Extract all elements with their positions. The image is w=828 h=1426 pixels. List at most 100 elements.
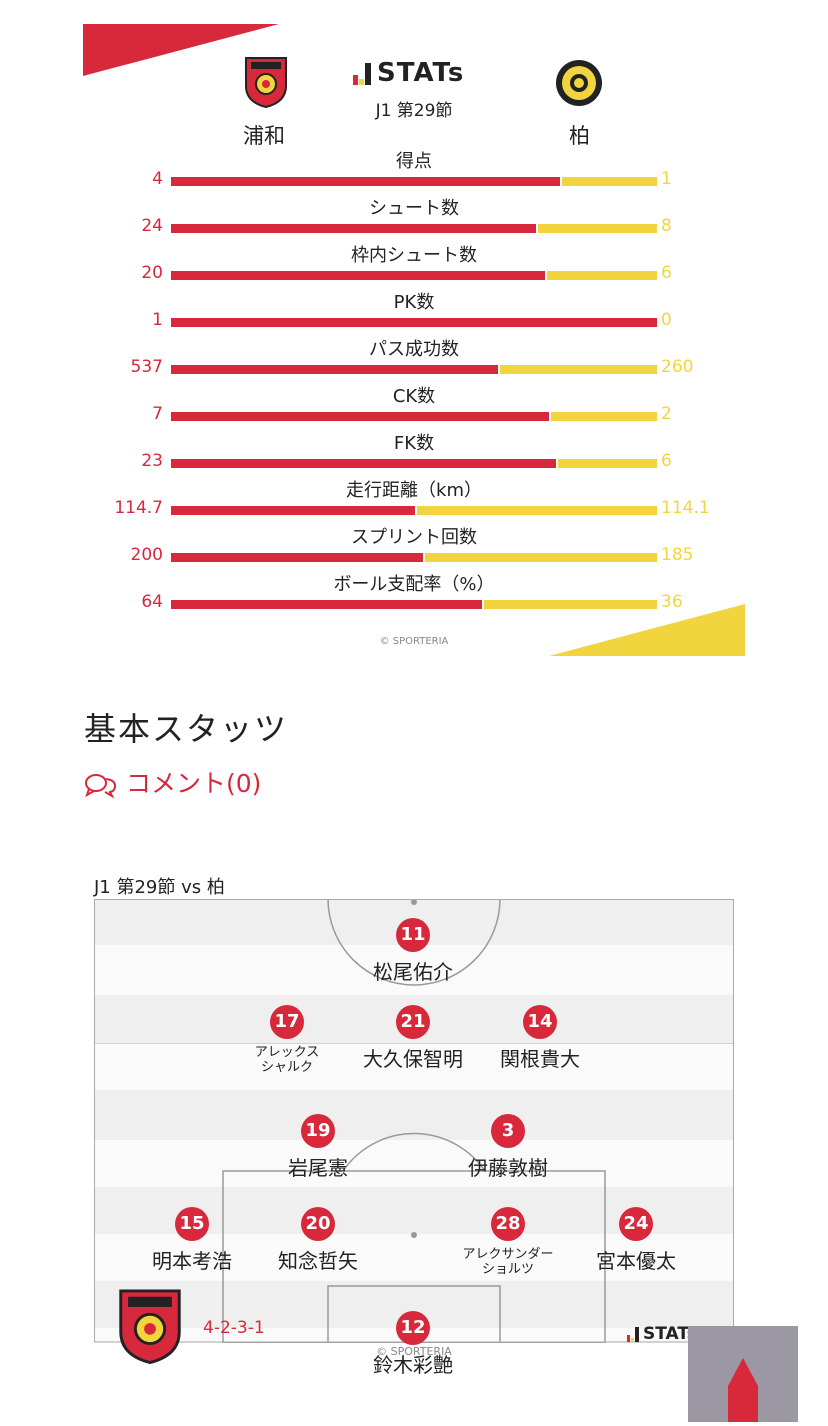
home-bar <box>171 177 560 186</box>
away-bar <box>425 553 657 562</box>
player-marker[interactable]: 12 鈴木彩艶 <box>333 1311 493 1378</box>
player-name: アレクサンダー ショルツ <box>462 1247 554 1277</box>
home-crest-icon <box>245 57 287 108</box>
away-value: 1 <box>661 169 672 189</box>
player-name: アレックス シャルク <box>254 1045 320 1075</box>
player-marker[interactable]: 21 大久保智明 <box>333 1005 493 1072</box>
stat-label: スプリント回数 <box>351 527 477 548</box>
player-marker[interactable]: 24 宮本優太 <box>556 1207 716 1274</box>
section-title: 基本スタッツ <box>84 710 289 748</box>
player-marker[interactable]: 11 松尾佑介 <box>333 918 493 985</box>
home-bar <box>171 412 549 421</box>
away-bar <box>538 224 657 233</box>
stats-brand: STATs <box>353 58 464 88</box>
player-number: 21 <box>396 1005 430 1039</box>
stat-label: FK数 <box>393 433 435 454</box>
player-number: 19 <box>301 1114 335 1148</box>
away-value: 8 <box>661 216 672 236</box>
player-marker[interactable]: 19 岩尾憲 <box>238 1114 398 1181</box>
away-bar <box>551 412 657 421</box>
home-value: 114.7 <box>114 498 163 518</box>
home-value: 7 <box>152 404 163 424</box>
stat-label: 走行距離（km） <box>346 480 482 501</box>
home-value: 64 <box>141 592 163 612</box>
player-marker[interactable]: 3 伊藤敦樹 <box>428 1114 588 1181</box>
pitch-bottom <box>94 1043 734 1343</box>
away-value: 0 <box>661 310 672 330</box>
away-value: 6 <box>661 263 672 283</box>
stat-row: 枠内シュート数 20 6 <box>83 241 745 287</box>
stat-row: スプリント回数 200 185 <box>83 523 745 569</box>
player-name: 鈴木彩艶 <box>373 1353 453 1377</box>
stat-bar <box>171 224 657 233</box>
player-marker[interactable]: 15 明本考浩 <box>112 1207 272 1274</box>
corner-red-decoration <box>83 24 279 76</box>
away-team-name: 柏 <box>569 124 590 148</box>
back-to-top-arrow-icon <box>728 1358 758 1422</box>
home-value: 20 <box>141 263 163 283</box>
stat-bar <box>171 553 657 562</box>
stat-label: 得点 <box>396 151 432 172</box>
home-value: 1 <box>152 310 163 330</box>
home-bar <box>171 271 545 280</box>
player-number: 15 <box>175 1207 209 1241</box>
match-label: J1 第29節 <box>375 101 453 121</box>
player-marker[interactable]: 17 アレックス シャルク <box>207 1005 367 1075</box>
stat-label: CK数 <box>392 386 436 407</box>
away-value: 260 <box>661 357 694 377</box>
stats-card: STATs J1 第29節 浦和 柏 得点 4 1 シュート数 24 8 枠内シュート数 20… <box>83 24 745 656</box>
stat-label: シュート数 <box>369 198 459 219</box>
away-bar <box>484 600 657 609</box>
stat-bar <box>171 506 657 515</box>
home-bar <box>171 600 482 609</box>
stat-label: ボール支配率（%） <box>333 574 495 595</box>
away-value: 185 <box>661 545 694 565</box>
stat-bar <box>171 600 657 609</box>
stat-label: 枠内シュート数 <box>351 245 477 266</box>
stat-row: ボール支配率（%） 64 36 <box>83 570 745 616</box>
home-bar <box>171 459 556 468</box>
player-number: 24 <box>619 1207 653 1241</box>
player-name: 伊藤敦樹 <box>468 1156 548 1180</box>
stat-label: PK数 <box>393 292 435 313</box>
home-value: 24 <box>141 216 163 236</box>
lineup-crest-icon <box>119 1289 181 1364</box>
stat-bar <box>171 459 657 468</box>
home-bar <box>171 224 536 233</box>
stat-label: パス成功数 <box>369 339 459 360</box>
player-name: 宮本優太 <box>596 1249 676 1273</box>
away-bar <box>558 459 657 468</box>
stat-bar <box>171 412 657 421</box>
stat-bar <box>171 271 657 280</box>
away-bar <box>547 271 657 280</box>
comment-link[interactable]: コメント(0) <box>84 764 261 800</box>
stat-row: PK数 1 0 <box>83 288 745 334</box>
player-marker[interactable]: 28 アレクサンダー ショルツ <box>428 1207 588 1277</box>
home-value: 200 <box>130 545 163 565</box>
home-value: 4 <box>152 169 163 189</box>
player-name: 知念哲矢 <box>278 1249 358 1273</box>
stat-bar <box>171 365 657 374</box>
formation-label: 4-2-3-1 <box>203 1318 265 1338</box>
player-marker[interactable]: 14 関根貴大 <box>460 1005 620 1072</box>
stat-row: FK数 23 6 <box>83 429 745 475</box>
player-number: 14 <box>523 1005 557 1039</box>
away-value: 2 <box>661 404 672 424</box>
player-number: 12 <box>396 1311 430 1345</box>
corner-yellow-decoration <box>549 604 745 656</box>
stat-row: 得点 4 1 <box>83 147 745 193</box>
player-name: 松尾佑介 <box>373 960 453 984</box>
home-team-name: 浦和 <box>243 124 285 148</box>
away-bar <box>562 177 657 186</box>
home-value: 23 <box>141 451 163 471</box>
player-marker[interactable]: 20 知念哲矢 <box>238 1207 398 1274</box>
stat-bar <box>171 318 657 327</box>
away-crest-icon <box>556 60 602 106</box>
player-number: 17 <box>270 1005 304 1039</box>
home-bar <box>171 365 498 374</box>
player-name: 明本考浩 <box>152 1249 232 1273</box>
back-to-top-button[interactable] <box>688 1326 798 1422</box>
player-name: 関根貴大 <box>500 1047 580 1071</box>
away-bar <box>417 506 657 515</box>
player-number: 11 <box>396 918 430 952</box>
